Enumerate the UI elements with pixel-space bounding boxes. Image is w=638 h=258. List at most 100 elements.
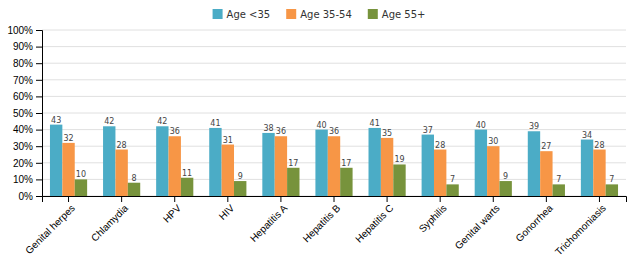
bar bbox=[606, 184, 618, 196]
bar bbox=[369, 128, 381, 196]
data-label: 35 bbox=[382, 129, 392, 138]
data-label: 36 bbox=[329, 127, 339, 136]
data-label: 10 bbox=[76, 170, 86, 179]
data-label: 11 bbox=[182, 169, 192, 178]
x-tick-mark bbox=[227, 196, 228, 202]
legend-label: Age 35-54 bbox=[300, 9, 352, 20]
y-tick: 50% bbox=[13, 108, 42, 119]
data-label: 7 bbox=[450, 175, 455, 184]
data-label: 9 bbox=[503, 172, 508, 181]
legend-swatch bbox=[213, 9, 223, 19]
x-tick-label: Hepatitis B bbox=[301, 202, 343, 244]
data-label: 34 bbox=[582, 131, 592, 140]
data-label: 43 bbox=[51, 116, 61, 125]
data-label: 41 bbox=[210, 119, 220, 128]
legend: Age <35 Age 35-54 Age 55+ bbox=[213, 9, 426, 20]
bar bbox=[540, 151, 552, 196]
bar bbox=[287, 168, 299, 196]
data-label: 42 bbox=[157, 117, 167, 126]
bar bbox=[381, 138, 393, 196]
y-tick-label: 80% bbox=[13, 58, 33, 69]
y-tick-label: 100% bbox=[7, 25, 33, 36]
legend-swatch bbox=[368, 9, 378, 19]
bar-series bbox=[50, 125, 593, 196]
data-label: 41 bbox=[370, 119, 380, 128]
x-tick-mark bbox=[334, 196, 335, 202]
x-tick: Chlamydia bbox=[89, 196, 130, 244]
data-label: 7 bbox=[556, 175, 561, 184]
x-tick-mark bbox=[546, 196, 547, 202]
bar bbox=[234, 181, 246, 196]
legend-item: Age 55+ bbox=[368, 9, 426, 20]
x-tick-label: Genital herpes bbox=[23, 202, 77, 256]
bars bbox=[50, 125, 618, 196]
x-tick-label: Gonorrhea bbox=[513, 202, 555, 244]
bar bbox=[553, 184, 565, 196]
grid-line bbox=[42, 63, 626, 64]
y-tick-label: 0% bbox=[19, 191, 34, 202]
x-tick: Gonorrhea bbox=[513, 196, 555, 244]
y-tick: 80% bbox=[13, 58, 42, 69]
bar bbox=[50, 125, 62, 196]
data-label: 36 bbox=[170, 127, 180, 136]
bar bbox=[328, 136, 340, 196]
y-tick: 70% bbox=[13, 75, 42, 86]
x-tick-label: HPV bbox=[161, 202, 184, 225]
x-tick-label: Syphilis bbox=[417, 202, 449, 234]
bar bbox=[222, 145, 234, 196]
y-tick: 90% bbox=[13, 41, 42, 52]
bar bbox=[487, 146, 499, 196]
chart: 0%10%20%30%40%50%60%70%80%90%100%Genital… bbox=[0, 0, 638, 258]
y-tick-label: 40% bbox=[13, 124, 33, 135]
x-tick-mark bbox=[280, 196, 281, 202]
x-tick-mark bbox=[174, 196, 175, 202]
x-tick-mark bbox=[440, 196, 441, 202]
data-label: 36 bbox=[276, 127, 286, 136]
data-label: 9 bbox=[238, 172, 243, 181]
bar bbox=[393, 164, 405, 196]
data-label: 19 bbox=[394, 155, 404, 164]
x-tick: Hepatitis C bbox=[353, 196, 395, 245]
data-label: 40 bbox=[317, 121, 327, 130]
x-tick: Genital herpes bbox=[23, 196, 77, 256]
legend-label: Age <35 bbox=[227, 9, 271, 20]
y-axis: 0%10%20%30%40%50%60%70%80%90%100% bbox=[7, 25, 42, 202]
y-tick: 20% bbox=[13, 158, 42, 169]
data-label: 32 bbox=[63, 134, 73, 143]
y-tick-label: 30% bbox=[13, 141, 33, 152]
x-axis-line bbox=[43, 197, 627, 203]
data-label: 8 bbox=[131, 174, 136, 183]
x-tick-mark bbox=[68, 196, 69, 202]
bar bbox=[169, 136, 181, 196]
data-label: 28 bbox=[435, 141, 445, 150]
bar bbox=[499, 181, 511, 196]
x-tick-label: Hepatitis C bbox=[353, 202, 395, 244]
y-tick-mark bbox=[36, 196, 42, 197]
bar bbox=[593, 150, 605, 196]
bar bbox=[156, 126, 168, 196]
x-tick: Syphilis bbox=[417, 196, 449, 235]
data-label: 28 bbox=[594, 141, 604, 150]
data-label: 40 bbox=[476, 121, 486, 130]
bar-series bbox=[75, 164, 618, 196]
bar bbox=[262, 133, 274, 196]
data-label: 17 bbox=[341, 159, 351, 168]
x-tick-mark bbox=[493, 196, 494, 202]
data-label: 30 bbox=[488, 137, 498, 146]
bar bbox=[209, 128, 221, 196]
x-tick-mark bbox=[599, 196, 600, 202]
y-tick: 10% bbox=[13, 174, 42, 185]
y-tick-mark bbox=[36, 146, 42, 147]
y-tick-mark bbox=[36, 179, 42, 180]
x-tick-label: HIV bbox=[217, 202, 237, 222]
x-tick-mark bbox=[121, 196, 122, 202]
x-tick: Trichomoniasis bbox=[553, 196, 608, 257]
y-tick-mark bbox=[36, 163, 42, 164]
grid-line bbox=[42, 30, 626, 31]
y-tick-mark bbox=[36, 80, 42, 81]
bar-series bbox=[62, 136, 605, 196]
bar bbox=[446, 184, 458, 196]
grid bbox=[42, 30, 626, 196]
y-tick-label: 20% bbox=[13, 158, 33, 169]
x-axis: Genital herpesChlamydiaHPVHIVHepatitis A… bbox=[23, 196, 626, 257]
